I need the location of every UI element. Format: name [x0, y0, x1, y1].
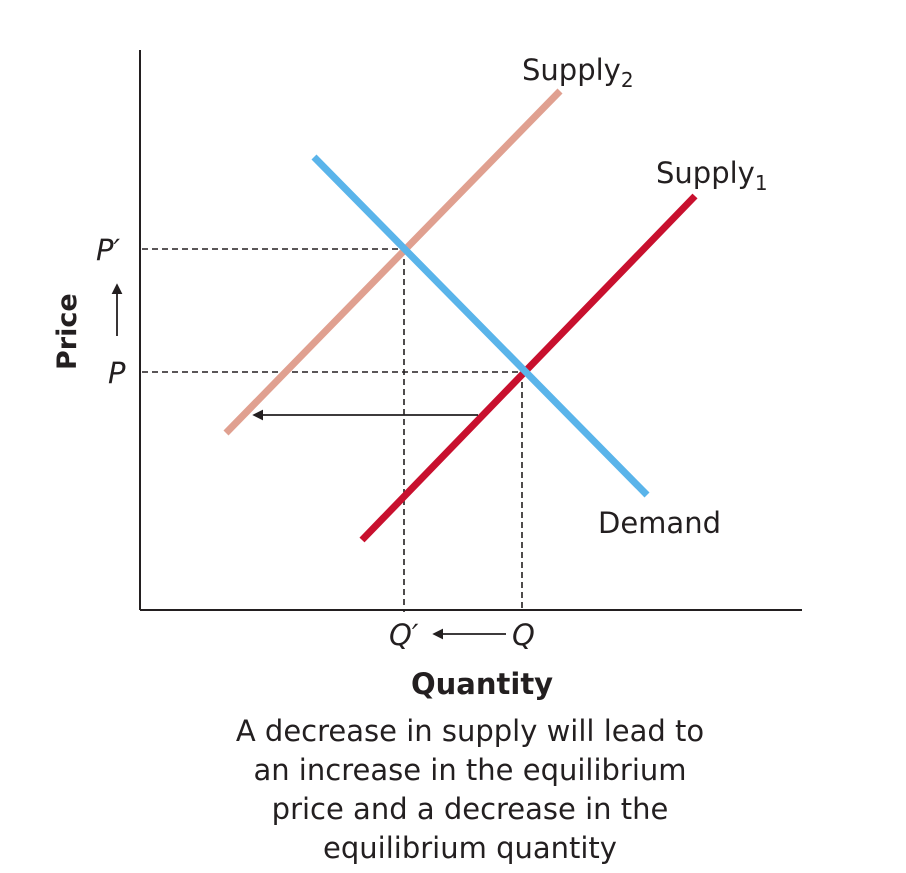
- caption-line-3: price and a decrease in the: [271, 792, 669, 826]
- caption-line-4: equilibrium quantity: [323, 831, 617, 865]
- q-new-label: Q′: [389, 618, 419, 652]
- caption-line-2: an increase in the equilibrium: [253, 753, 687, 787]
- supply2-label-main: Supply: [522, 53, 621, 87]
- p-old-label: P: [108, 356, 126, 390]
- supply2-label-subscript: 2: [621, 68, 634, 92]
- p-new-label: P′: [96, 233, 120, 267]
- quantity-axis-label: Quantity: [411, 667, 553, 701]
- price-axis-label: Price: [52, 293, 83, 370]
- supply2-label: Supply2: [522, 53, 634, 92]
- supply2-line: [223, 88, 563, 436]
- supply1-label-subscript: 1: [755, 171, 768, 195]
- caption-line-1: A decrease in supply will lead to: [235, 714, 705, 748]
- demand-label: Demand: [598, 506, 721, 540]
- supply1-label-main: Supply: [656, 156, 755, 190]
- caption: A decrease in supply will lead to an inc…: [190, 712, 750, 868]
- demand-line: [311, 154, 650, 498]
- supply1-label: Supply1: [656, 156, 768, 195]
- supply1-line: [359, 193, 698, 543]
- q-old-label: Q: [512, 618, 535, 652]
